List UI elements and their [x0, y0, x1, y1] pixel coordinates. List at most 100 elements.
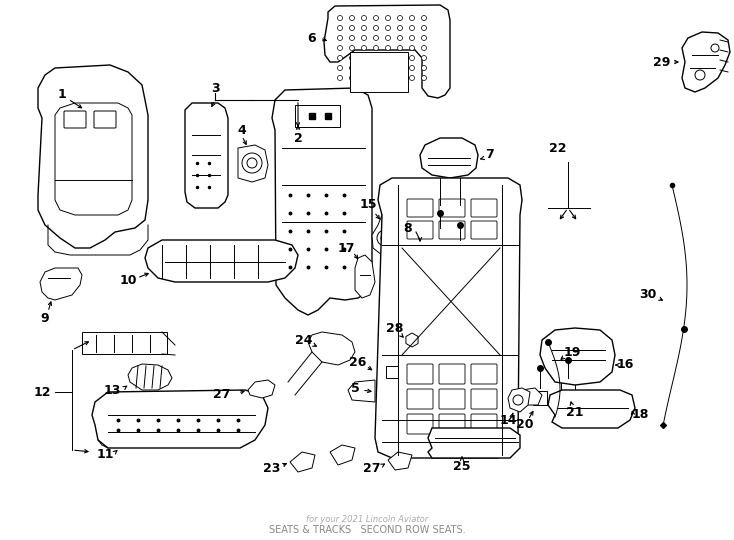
- Text: 5: 5: [351, 381, 360, 395]
- Text: 14: 14: [499, 414, 517, 427]
- Text: 27: 27: [214, 388, 230, 402]
- Bar: [350, 52, 408, 92]
- Text: 7: 7: [486, 148, 495, 161]
- Circle shape: [385, 56, 390, 60]
- Text: 3: 3: [211, 82, 219, 94]
- Circle shape: [338, 65, 343, 71]
- Circle shape: [421, 76, 426, 80]
- Circle shape: [421, 36, 426, 40]
- Circle shape: [374, 76, 379, 80]
- Polygon shape: [272, 88, 372, 315]
- Text: 26: 26: [349, 355, 367, 368]
- Bar: [420, 238, 448, 256]
- Circle shape: [381, 234, 389, 242]
- Circle shape: [362, 45, 366, 51]
- Circle shape: [410, 65, 415, 71]
- Polygon shape: [355, 255, 375, 298]
- FancyBboxPatch shape: [94, 111, 116, 128]
- Circle shape: [338, 16, 343, 21]
- Text: for your 2021 Lincoln Aviator: for your 2021 Lincoln Aviator: [306, 516, 428, 524]
- FancyBboxPatch shape: [407, 364, 433, 384]
- Circle shape: [242, 153, 262, 173]
- Polygon shape: [372, 215, 396, 255]
- Circle shape: [349, 16, 355, 21]
- Circle shape: [362, 65, 366, 71]
- Circle shape: [385, 25, 390, 30]
- Circle shape: [374, 25, 379, 30]
- Circle shape: [338, 56, 343, 60]
- Polygon shape: [145, 240, 298, 282]
- Circle shape: [385, 76, 390, 80]
- Polygon shape: [540, 328, 615, 385]
- Circle shape: [374, 16, 379, 21]
- Circle shape: [421, 25, 426, 30]
- Polygon shape: [40, 268, 82, 300]
- Circle shape: [695, 70, 705, 80]
- Circle shape: [385, 65, 390, 71]
- Circle shape: [362, 76, 366, 80]
- Text: 12: 12: [33, 386, 51, 399]
- Polygon shape: [92, 390, 268, 448]
- Circle shape: [410, 16, 415, 21]
- Circle shape: [247, 158, 257, 168]
- FancyBboxPatch shape: [471, 389, 497, 409]
- Polygon shape: [508, 388, 530, 412]
- Circle shape: [349, 45, 355, 51]
- Text: 28: 28: [386, 321, 404, 334]
- Polygon shape: [330, 445, 355, 465]
- FancyBboxPatch shape: [439, 199, 465, 217]
- Circle shape: [410, 45, 415, 51]
- Circle shape: [410, 36, 415, 40]
- Text: 13: 13: [103, 383, 120, 396]
- Text: 4: 4: [238, 124, 247, 137]
- Circle shape: [374, 45, 379, 51]
- Text: 24: 24: [295, 334, 313, 347]
- Bar: [295, 105, 340, 127]
- Circle shape: [398, 45, 402, 51]
- Polygon shape: [324, 5, 450, 98]
- FancyBboxPatch shape: [471, 414, 497, 434]
- Polygon shape: [248, 380, 275, 398]
- Text: 2: 2: [294, 132, 302, 145]
- Text: 17: 17: [337, 241, 355, 254]
- Text: 22: 22: [549, 141, 567, 154]
- Text: 23: 23: [264, 462, 280, 475]
- Polygon shape: [290, 452, 315, 472]
- Polygon shape: [238, 145, 268, 182]
- FancyBboxPatch shape: [407, 199, 433, 217]
- Text: SEATS & TRACKS   SECOND ROW SEATS.: SEATS & TRACKS SECOND ROW SEATS.: [269, 525, 465, 535]
- Circle shape: [362, 16, 366, 21]
- Circle shape: [362, 56, 366, 60]
- Polygon shape: [428, 428, 520, 458]
- Circle shape: [349, 25, 355, 30]
- Circle shape: [349, 36, 355, 40]
- Polygon shape: [55, 103, 132, 215]
- Circle shape: [349, 56, 355, 60]
- Circle shape: [421, 45, 426, 51]
- Circle shape: [374, 65, 379, 71]
- Bar: [82, 332, 167, 354]
- Circle shape: [385, 16, 390, 21]
- Circle shape: [410, 25, 415, 30]
- Circle shape: [374, 36, 379, 40]
- Polygon shape: [388, 452, 412, 470]
- Polygon shape: [522, 388, 542, 405]
- Circle shape: [374, 56, 379, 60]
- FancyBboxPatch shape: [64, 111, 86, 128]
- Text: 16: 16: [617, 359, 633, 372]
- Circle shape: [338, 76, 343, 80]
- Text: 25: 25: [454, 460, 470, 472]
- Circle shape: [398, 25, 402, 30]
- Circle shape: [349, 65, 355, 71]
- Circle shape: [362, 36, 366, 40]
- Text: 27: 27: [363, 462, 381, 475]
- Circle shape: [398, 16, 402, 21]
- Circle shape: [338, 36, 343, 40]
- Text: 18: 18: [631, 408, 649, 422]
- Polygon shape: [420, 138, 478, 178]
- Text: 6: 6: [308, 31, 316, 44]
- Circle shape: [385, 36, 390, 40]
- Text: 10: 10: [119, 273, 137, 287]
- Text: 29: 29: [653, 56, 671, 69]
- Circle shape: [385, 45, 390, 51]
